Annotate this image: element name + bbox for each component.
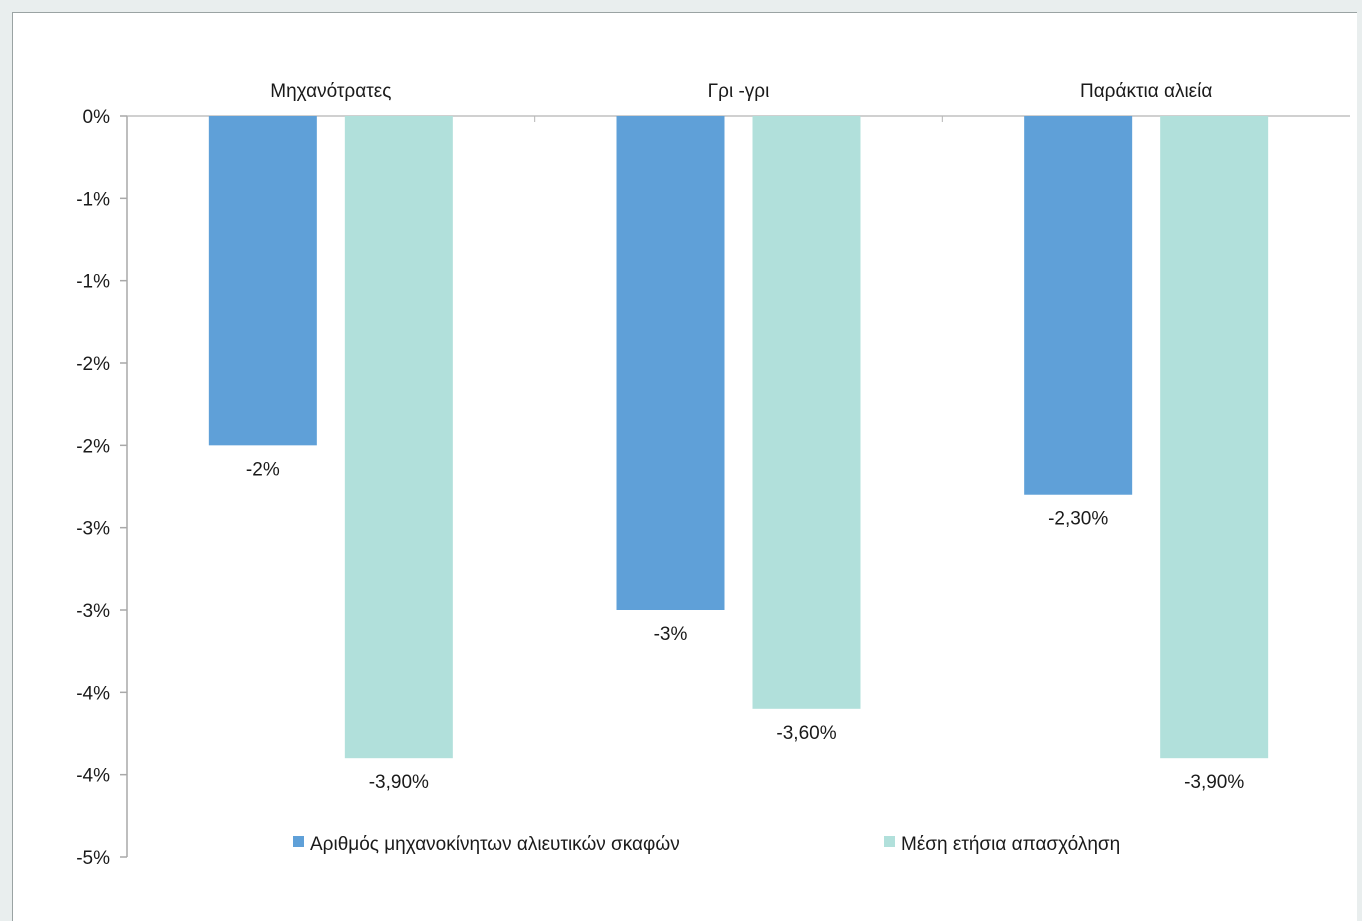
y-tick-label: -2% (76, 354, 110, 375)
legend-swatch (293, 836, 304, 847)
legend-swatch (884, 836, 895, 847)
bar (344, 116, 453, 759)
legend-label: Μέση ετήσια απασχόληση (901, 834, 1120, 855)
y-tick-label: -5% (76, 848, 110, 869)
bar (616, 116, 725, 610)
y-tick-label: -4% (76, 683, 110, 704)
y-tick-label: -3% (76, 519, 110, 540)
bar (1024, 116, 1133, 495)
data-label: -3% (654, 624, 688, 645)
data-label: -3,60% (776, 723, 836, 744)
category-label: Γρι -γρι (708, 81, 770, 102)
bar (208, 116, 317, 446)
y-tick-label: -1% (76, 189, 110, 210)
category-label: Μηχανότρατες (270, 81, 391, 102)
bar (752, 116, 861, 709)
y-tick-label: -2% (76, 436, 110, 457)
category-label: Παράκτια αλιεία (1080, 81, 1212, 102)
data-label: -3,90% (369, 772, 429, 793)
legend-label: Αριθμός μηχανοκίνητων αλιευτικών σκαφών (310, 834, 680, 855)
bar (1160, 116, 1269, 759)
y-tick-label: -3% (76, 601, 110, 622)
y-tick-label: -1% (76, 272, 110, 293)
data-label: -2,30% (1048, 509, 1108, 530)
data-label: -2% (246, 459, 280, 480)
y-tick-label: -4% (76, 766, 110, 787)
y-tick-label: 0% (83, 107, 111, 128)
data-label: -3,90% (1184, 772, 1244, 793)
